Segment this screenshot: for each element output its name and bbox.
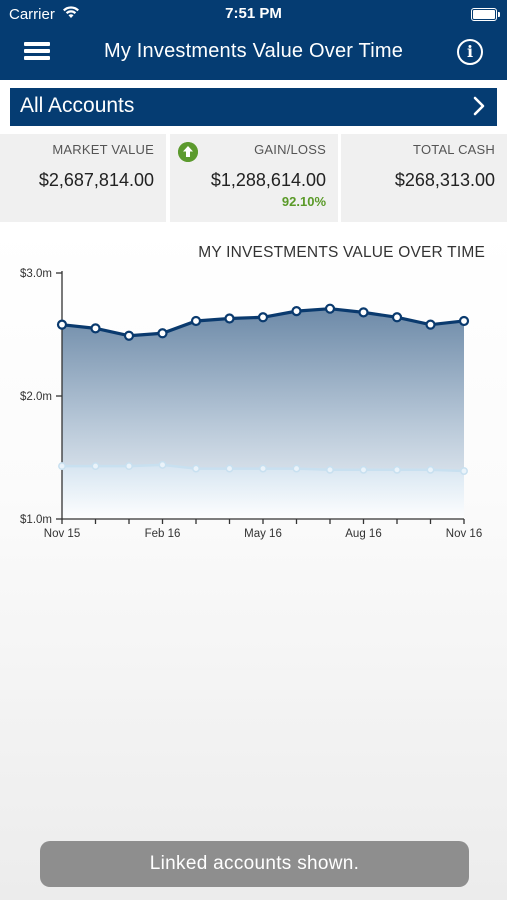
series-1-point [157, 328, 168, 339]
nav-bar: My Investments Value Over Time i [0, 28, 507, 76]
series-2-area [62, 464, 464, 519]
series-1-point [324, 303, 336, 314]
series-1-point [391, 312, 403, 323]
x-tick-label: Nov 15 [44, 528, 80, 540]
carrier-label: Carrier [9, 6, 55, 23]
series-2-point [158, 460, 167, 469]
gain-loss-card: GAIN/LOSS $1,288,614.00 92.10% [170, 134, 338, 222]
total-cash-label: TOTAL CASH [413, 142, 495, 157]
hamburger-menu-icon[interactable] [24, 40, 50, 62]
series-2-point [460, 467, 468, 475]
market-value-label: MARKET VALUE [52, 142, 154, 157]
accounts-selector[interactable]: All Accounts [10, 88, 497, 126]
series-1-point [190, 315, 202, 327]
series-2-point [393, 465, 401, 474]
y-tick-label: $3.0m [20, 268, 52, 280]
x-tick-label: Nov 16 [446, 528, 482, 540]
accounts-label: All Accounts [20, 94, 135, 117]
market-value-card: MARKET VALUE $2,687,814.00 [0, 134, 166, 222]
total-cash-card: TOTAL CASH $268,313.00 [341, 134, 507, 222]
x-tick-label: Aug 16 [345, 528, 381, 540]
chart-title: MY INVESTMENTS VALUE OVER TIME [198, 244, 485, 261]
series-1-point [291, 306, 302, 317]
battery-icon [471, 8, 500, 21]
series-2-point [125, 462, 133, 471]
toast-message: Linked accounts shown. [40, 841, 469, 887]
series-2-point [259, 464, 267, 473]
series-2-point [192, 464, 200, 473]
series-1-point [56, 319, 68, 330]
arrow-up-circle-icon [178, 142, 198, 162]
chevron-right-icon [473, 96, 485, 116]
series-2-point [359, 465, 368, 474]
series-1-point [458, 315, 470, 327]
gain-loss-percent: 92.10% [281, 194, 326, 209]
series-1-point [123, 330, 135, 341]
total-cash-amount: $268,313.00 [394, 170, 495, 190]
x-tick-label: Feb 16 [145, 528, 181, 540]
series-1-point [90, 323, 101, 334]
y-tick-label: $2.0m [20, 391, 52, 403]
gain-loss-amount: $1,288,614.00 [210, 170, 326, 190]
wifi-icon [63, 6, 79, 18]
summary-panel: MARKET VALUE $2,687,814.00 GAIN/LOSS $1,… [0, 134, 507, 222]
x-tick-label: May 16 [244, 528, 282, 540]
clock: 7:51 PM [225, 5, 282, 22]
info-icon[interactable]: i [457, 39, 483, 65]
series-1-point [224, 313, 235, 324]
series-2-point [91, 462, 100, 471]
series-1-point [425, 319, 436, 330]
series-2-point [326, 465, 334, 474]
investments-chart: $3.0m $2.0m $1.0m Nov 15 Feb 16 May 16 Aug 16 N… [20, 268, 482, 540]
series-2-point [225, 464, 234, 473]
series-1-point [358, 307, 369, 318]
y-tick-label: $1.0m [20, 514, 52, 526]
page-title: My Investments Value Over Time [103, 40, 404, 62]
series-2-point [426, 465, 435, 474]
series-1-point [257, 312, 269, 323]
top-bar: Carrier 7:51 PM My Investments Value Ove… [0, 0, 507, 80]
series-2-point [58, 462, 66, 471]
market-value-amount: $2,687,814.00 [38, 170, 154, 190]
status-bar: Carrier 7:51 PM [0, 0, 507, 28]
gain-loss-label: GAIN/LOSS [254, 142, 326, 157]
series-2-point [292, 464, 301, 473]
